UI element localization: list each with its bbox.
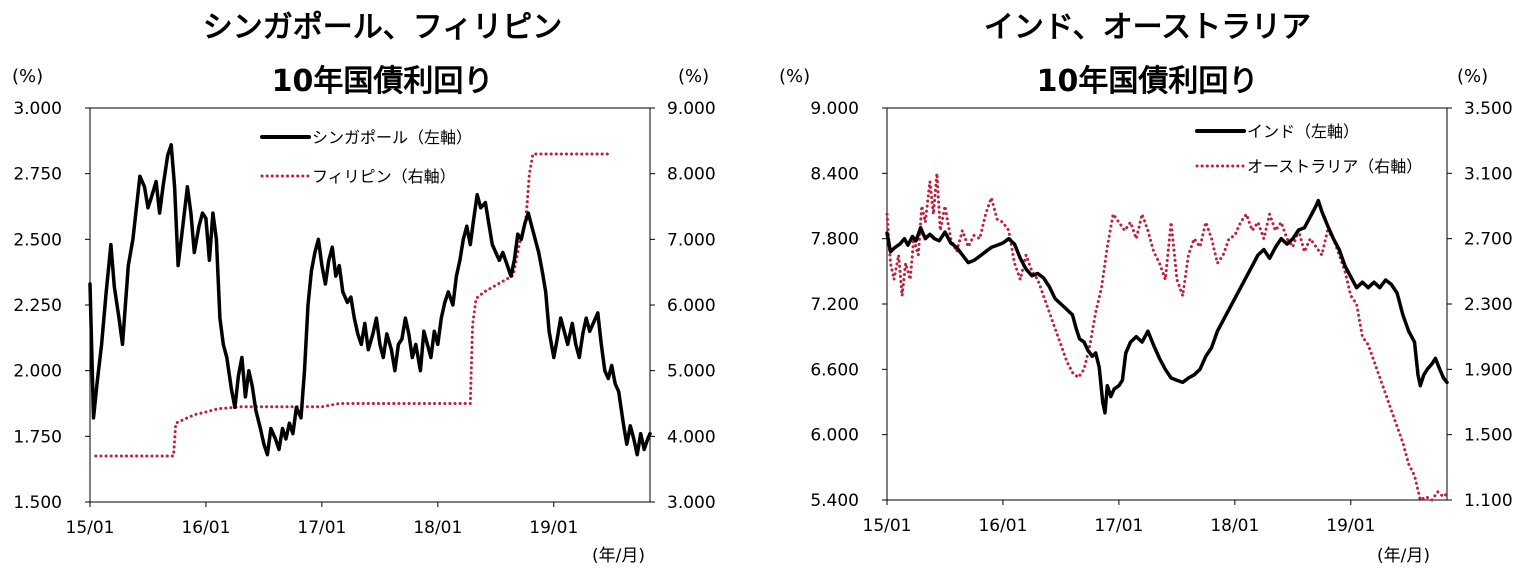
right-y-tick-label: 1.900 <box>1464 360 1513 380</box>
left-y-tick-label: 2.250 <box>13 296 62 316</box>
chart-subtitle: 10年国債利回り <box>1036 64 1259 99</box>
left-axis-unit: (%) <box>779 66 811 87</box>
left-y-tick-label: 8.400 <box>810 164 859 184</box>
right-y-tick-label: 9.000 <box>667 99 716 119</box>
left-y-tick-label: 7.200 <box>810 295 859 315</box>
left-y-tick-label: 2.000 <box>13 362 62 382</box>
legend-label: フィリピン（右軸） <box>312 167 456 186</box>
x-tick-label: 16/01 <box>181 518 230 538</box>
right-y-tick-label: 4.000 <box>667 427 716 447</box>
right-y-tick-label: 2.700 <box>1464 230 1513 250</box>
chart-panel-singapore-philippines: シンガポール、フィリピン 10年国債利回り (%) (%) (年/月) 3.00… <box>12 10 716 566</box>
right-y-tick-label: 5.000 <box>667 362 716 382</box>
right-y-tick-label: 6.000 <box>667 296 716 316</box>
right-y-tick-label: 1.500 <box>1464 426 1513 446</box>
x-tick-label: 16/01 <box>978 516 1027 536</box>
series-line <box>94 152 614 458</box>
left-y-tick-label: 6.000 <box>810 426 859 446</box>
left-y-tick-label: 9.000 <box>810 99 859 119</box>
right-y-tick-label: 3.500 <box>1464 99 1513 119</box>
left-y-tick-label: 1.750 <box>13 427 62 447</box>
legend-label: インド（左軸） <box>1247 122 1359 141</box>
left-axis-unit: (%) <box>12 66 44 87</box>
chart-subtitle: 10年国債利回り <box>271 64 494 99</box>
left-y-tick-label: 1.500 <box>13 493 62 513</box>
right-y-tick-label: 3.100 <box>1464 164 1513 184</box>
left-y-tick-label: 7.800 <box>810 230 859 250</box>
x-tick-label: 18/01 <box>413 518 462 538</box>
right-y-tick-label: 8.000 <box>667 165 716 185</box>
left-y-tick-label: 2.500 <box>13 230 62 250</box>
left-y-tick-label: 3.000 <box>13 99 62 119</box>
left-y-tick-label: 6.600 <box>810 360 859 380</box>
right-axis-unit: (%) <box>678 66 710 87</box>
x-axis-unit: (年/月) <box>592 546 645 566</box>
right-y-tick-label: 3.000 <box>667 493 716 513</box>
right-y-tick-label: 7.000 <box>667 230 716 250</box>
x-tick-label: 19/01 <box>529 518 578 538</box>
chart-panel-india-australia: インド、オーストラリア 10年国債利回り (%) (%) (年/月) 9.000… <box>765 0 1530 569</box>
right-axis-unit: (%) <box>1457 66 1489 87</box>
chart-title: インド、オーストラリア <box>983 10 1312 45</box>
x-tick-label: 19/01 <box>1326 516 1375 536</box>
x-tick-label: 18/01 <box>1210 516 1259 536</box>
right-y-tick-label: 2.300 <box>1464 295 1513 315</box>
legend-label: シンガポール（左軸） <box>312 128 472 147</box>
right-y-tick-label: 1.100 <box>1464 491 1513 511</box>
x-tick-label: 17/01 <box>1094 516 1143 536</box>
chart-plot-area: 9.000 8.400 7.800 7.200 6.600 6.000 5.400 3.500… <box>810 99 1513 536</box>
series-line <box>885 198 1449 415</box>
left-y-tick-label: 2.750 <box>13 165 62 185</box>
chart-title: シンガポール、フィリピン <box>202 10 563 45</box>
x-tick-label: 15/01 <box>863 516 912 536</box>
x-tick-label: 17/01 <box>297 518 346 538</box>
legend-label: オーストラリア（右軸） <box>1247 157 1422 176</box>
left-y-tick-label: 5.400 <box>810 491 859 511</box>
series-line <box>88 143 652 457</box>
series-line <box>885 171 1449 502</box>
chart-plot-area: 3.000 2.750 2.500 2.250 2.000 1.750 1.500 9.000… <box>13 99 716 538</box>
x-tick-label: 15/01 <box>66 518 115 538</box>
x-axis-unit: (年/月) <box>1377 546 1430 566</box>
